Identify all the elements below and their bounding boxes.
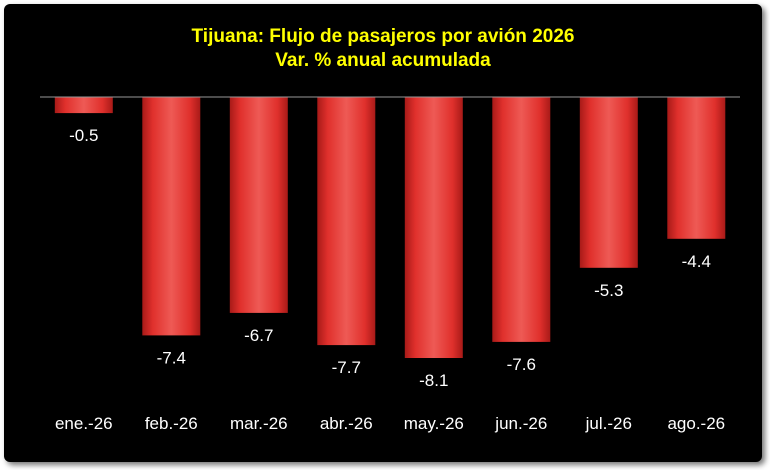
x-tick-label: ene.-26 (55, 414, 113, 433)
data-label: -7.4 (157, 348, 186, 367)
bar-mar.-26 (229, 97, 288, 313)
bar-may.-26 (404, 97, 463, 358)
bar-abr.-26 (317, 97, 376, 346)
x-tick-label: abr.-26 (320, 414, 373, 433)
x-tick-label: feb.-26 (145, 414, 198, 433)
x-tick-label: jun.-26 (494, 414, 547, 433)
bar-jun.-26 (492, 97, 551, 342)
bar-ene.-26 (54, 97, 113, 114)
x-tick-label: ago.-26 (667, 414, 725, 433)
data-label: -6.7 (244, 326, 273, 345)
chart-subtitle: Var. % anual acumulada (275, 50, 491, 71)
chart-title: Tijuana: Flujo de pasajeros por avión 20… (191, 26, 575, 47)
x-tick-label: jul.-26 (585, 414, 632, 433)
data-label: -8.1 (419, 371, 448, 390)
x-tick-label: mar.-26 (230, 414, 288, 433)
bar-jul.-26 (579, 97, 638, 268)
bar-ago.-26 (667, 97, 726, 239)
data-label: -5.3 (594, 281, 623, 300)
data-label: -0.5 (69, 126, 98, 145)
data-label: -4.4 (682, 252, 711, 271)
bar-feb.-26 (142, 97, 201, 336)
data-label: -7.7 (332, 358, 361, 377)
x-tick-label: may.-26 (404, 414, 464, 433)
data-label: -7.6 (507, 355, 536, 374)
